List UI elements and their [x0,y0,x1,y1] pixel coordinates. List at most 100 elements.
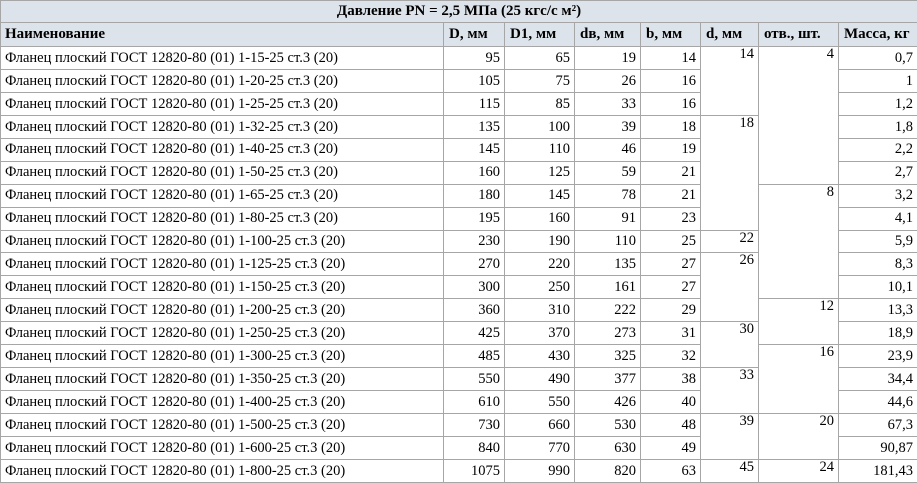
column-header-D: D, мм [443,22,505,47]
cell-b: 63 [640,458,701,483]
cell-otv: 8 [758,183,839,300]
cell-D: 425 [443,321,505,346]
table-row: Фланец плоский ГОСТ 12820-80 (01) 1-15-2… [0,46,917,185]
cell-D1: 75 [504,68,575,93]
cell-dv: 39 [574,114,641,139]
cell-mass: 4,1 [838,206,917,231]
cell-D1: 660 [504,413,575,437]
column-header-D1: D1, мм [504,22,575,47]
cell-D1: 550 [504,390,575,414]
cell-D: 840 [443,435,505,460]
cell-name: Фланец плоский ГОСТ 12820-80 (01) 1-400-… [0,390,444,414]
cell-dv: 26 [574,68,641,93]
cell-d: 33 [700,367,759,414]
cell-b: 32 [640,344,701,369]
cell-D1: 65 [504,46,575,70]
cell-D1: 100 [504,114,575,139]
cell-mass: 90,87 [838,435,917,460]
cell-b: 49 [640,435,701,460]
table-row: Фланец плоский ГОСТ 12820-80 (01) 1-50-2… [0,160,917,185]
table-row: Фланец плоский ГОСТ 12820-80 (01) 1-125-… [0,252,917,323]
cell-mass: 44,6 [838,390,917,414]
cell-dv: 630 [574,435,641,460]
cell-dv: 222 [574,298,641,323]
cell-d: 18 [700,114,759,231]
cell-D1: 430 [504,344,575,369]
cell-dv: 325 [574,344,641,369]
cell-D: 610 [443,390,505,414]
table-row: Фланец плоский ГОСТ 12820-80 (01) 1-600-… [0,435,917,460]
cell-D1: 145 [504,183,575,208]
cell-b: 29 [640,298,701,323]
cell-D: 195 [443,206,505,231]
cell-mass: 2,7 [838,160,917,185]
cell-name: Фланец плоский ГОСТ 12820-80 (01) 1-800-… [0,458,444,483]
column-header-otv: отв., шт. [758,22,839,47]
cell-b: 19 [640,137,701,162]
cell-dv: 91 [574,206,641,231]
cell-D: 1075 [443,458,505,483]
cell-name: Фланец плоский ГОСТ 12820-80 (01) 1-50-2… [0,160,444,185]
cell-D1: 85 [504,91,575,116]
cell-name: Фланец плоский ГОСТ 12820-80 (01) 1-200-… [0,298,444,323]
cell-name: Фланец плоский ГОСТ 12820-80 (01) 1-40-2… [0,137,444,162]
cell-dv: 110 [574,229,641,254]
cell-dv: 426 [574,390,641,414]
cell-D: 135 [443,114,505,139]
cell-D: 485 [443,344,505,369]
cell-D1: 160 [504,206,575,231]
cell-D1: 370 [504,321,575,346]
column-header-name: Наименование [0,22,444,47]
cell-D1: 250 [504,275,575,300]
cell-b: 16 [640,91,701,116]
cell-D: 115 [443,91,505,116]
table-row: Фланец плоский ГОСТ 12820-80 (01) 1-100-… [0,229,917,254]
cell-b: 48 [640,413,701,437]
cell-b: 27 [640,252,701,277]
cell-mass: 8,3 [838,252,917,277]
cell-D1: 770 [504,435,575,460]
cell-mass: 67,3 [838,413,917,437]
cell-name: Фланец плоский ГОСТ 12820-80 (01) 1-125-… [0,252,444,277]
column-header-d: d, мм [700,22,759,47]
cell-mass: 5,9 [838,229,917,254]
table-row: Фланец плоский ГОСТ 12820-80 (01) 1-500-… [0,413,917,460]
cell-D1: 110 [504,137,575,162]
cell-b: 25 [640,229,701,254]
cell-d: 14 [700,46,759,116]
cell-name: Фланец плоский ГОСТ 12820-80 (01) 1-250-… [0,321,444,346]
cell-name: Фланец плоский ГОСТ 12820-80 (01) 1-350-… [0,367,444,392]
cell-dv: 377 [574,367,641,392]
cell-name: Фланец плоский ГОСТ 12820-80 (01) 1-150-… [0,275,444,300]
column-header-dv: dв, мм [574,22,641,47]
cell-dv: 135 [574,252,641,277]
table-row: Фланец плоский ГОСТ 12820-80 (01) 1-400-… [0,390,917,414]
cell-b: 21 [640,183,701,208]
cell-name: Фланец плоский ГОСТ 12820-80 (01) 1-25-2… [0,91,444,116]
cell-b: 23 [640,206,701,231]
cell-D: 270 [443,252,505,277]
table-row: Фланец плоский ГОСТ 12820-80 (01) 1-80-2… [0,206,917,231]
table-title-row: Давление PN = 2,5 МПа (25 кгс/с м²) [0,0,917,23]
table-row: Фланец плоский ГОСТ 12820-80 (01) 1-350-… [0,367,917,414]
cell-mass: 2,2 [838,137,917,162]
cell-otv: 4 [758,46,839,185]
cell-mass: 34,4 [838,367,917,392]
cell-d: 22 [700,229,759,254]
cell-D: 95 [443,46,505,70]
table-row: Фланец плоский ГОСТ 12820-80 (01) 1-800-… [0,458,917,483]
table-row: Фланец плоский ГОСТ 12820-80 (01) 1-20-2… [0,68,917,93]
cell-dv: 78 [574,183,641,208]
cell-d: 30 [700,321,759,369]
table-row: Фланец плоский ГОСТ 12820-80 (01) 1-250-… [0,321,917,369]
cell-otv: 24 [758,458,839,483]
cell-D1: 190 [504,229,575,254]
cell-mass: 1,8 [838,114,917,139]
cell-D: 730 [443,413,505,437]
cell-mass: 10,1 [838,275,917,300]
table-row: Фланец плоский ГОСТ 12820-80 (01) 1-32-2… [0,114,917,231]
column-header-mass: Масса, кг [838,22,917,47]
cell-D: 180 [443,183,505,208]
table-row: Фланец плоский ГОСТ 12820-80 (01) 1-25-2… [0,91,917,116]
